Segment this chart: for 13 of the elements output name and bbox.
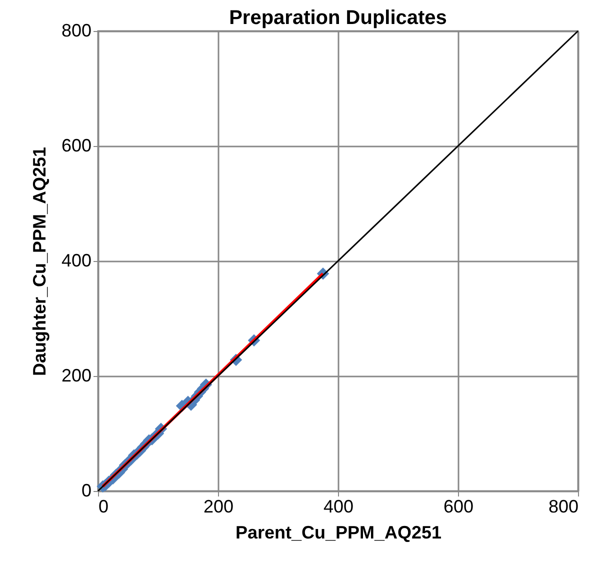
y-tick-label: 400 bbox=[61, 250, 92, 270]
x-tick-label: 200 bbox=[203, 496, 234, 516]
x-tick-label: 800 bbox=[548, 496, 578, 516]
y-tick-label: 0 bbox=[81, 480, 92, 500]
y-tick-label: 600 bbox=[61, 136, 92, 156]
x-tick-label: 400 bbox=[323, 496, 354, 516]
x-tick-label: 0 bbox=[98, 496, 109, 516]
chart-title: Preparation Duplicates bbox=[229, 7, 447, 29]
x-tick-label: 600 bbox=[443, 496, 474, 516]
y-tick-label: 200 bbox=[61, 366, 92, 386]
y-tick-label: 800 bbox=[61, 20, 92, 40]
y-axis-title: Daughter_Cu_PPM_AQ251 bbox=[29, 146, 50, 376]
x-axis-title: Parent_Cu_PPM_AQ251 bbox=[235, 522, 442, 542]
